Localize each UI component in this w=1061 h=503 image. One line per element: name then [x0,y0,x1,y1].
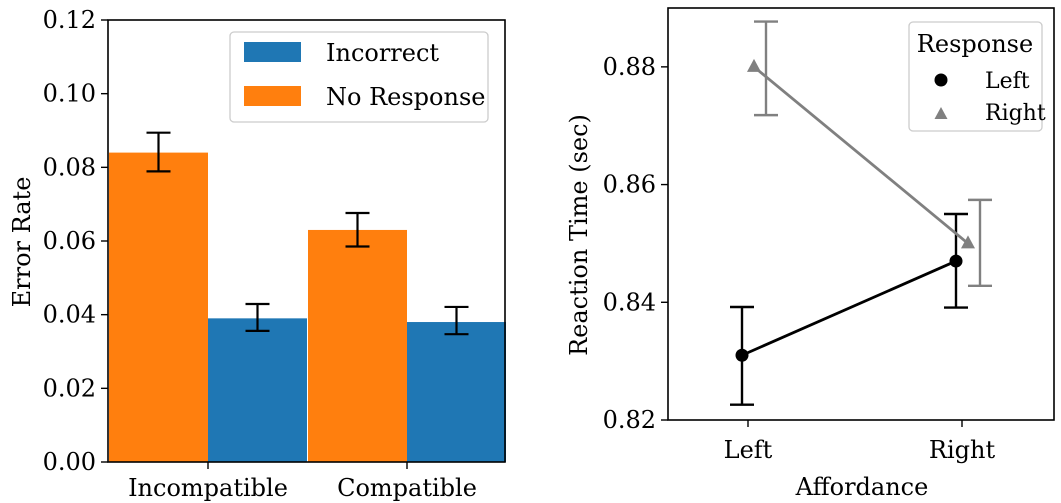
legend-label-incorrect: Incorrect [326,39,439,67]
y-tick-label: 0.88 [603,53,656,81]
legend-marker-right [934,107,948,119]
error-bar-incompatible-incorrect [245,302,270,332]
error-bar-right-right [968,198,992,288]
legend-title: Response [917,30,1033,58]
legend-label-right: Right [985,101,1046,126]
legend-label-no-response: No Response [326,83,485,111]
bar-incompatible-no-response [109,152,208,462]
legend-swatch-incorrect [244,42,301,62]
y-tick-label: 0.06 [43,227,96,255]
x-axis-label: Affordance [795,473,929,501]
error-bar-right-left [754,20,778,117]
series-right [747,20,992,288]
bar-compatible-no-response [308,229,407,462]
y-tick-label: 0.84 [603,288,656,316]
point-left-right [949,254,963,268]
y-tick-label: 0.02 [43,374,96,402]
legend-marker-left [934,73,948,87]
y-tick-label: 0.10 [43,80,96,108]
reaction-time-panel: Reaction Time (sec) Affordance 0.82 0.84 0… [565,7,1055,501]
legend-swatch-no-response [244,86,301,106]
y-tick-label: 0.04 [43,301,96,329]
point-right-left [747,58,761,72]
line-left [741,259,957,357]
point-right-right [961,235,975,249]
point-left-left [735,348,749,362]
line-right [753,65,969,245]
y-tick-label: 0.12 [43,6,96,34]
bar-compatible-incorrect [407,322,506,462]
plot-frame [667,7,1055,421]
series-left [730,212,968,406]
y-tick-label: 0.82 [603,406,656,434]
legend: Incorrect No Response [229,31,489,123]
x-tick-label: Left [724,436,773,464]
error-bar-compatible-no-response [345,211,370,248]
legend-box [908,21,1043,132]
y-axis-label: Error Rate [8,177,36,308]
x-tick-label: Compatible [337,474,477,502]
y-axis-label: Reaction Time (sec) [565,114,593,356]
legend-label-left: Left [985,69,1030,94]
plot-frame [107,19,506,463]
error-bar-compatible-incorrect [444,305,469,336]
bar-incompatible-incorrect [208,318,307,462]
error-rate-panel: Error Rate 0.000.020.040.060.080.100.12 … [8,6,506,502]
y-tick-label: 0.00 [43,448,96,476]
x-tick-label: Incompatible [128,474,288,502]
x-tick-label: Right [929,436,996,464]
legend: Response Left Right [908,21,1046,132]
error-bar-incompatible-no-response [146,131,171,173]
y-tick-label: 0.86 [603,171,656,199]
y-tick-label: 0.08 [43,153,96,181]
